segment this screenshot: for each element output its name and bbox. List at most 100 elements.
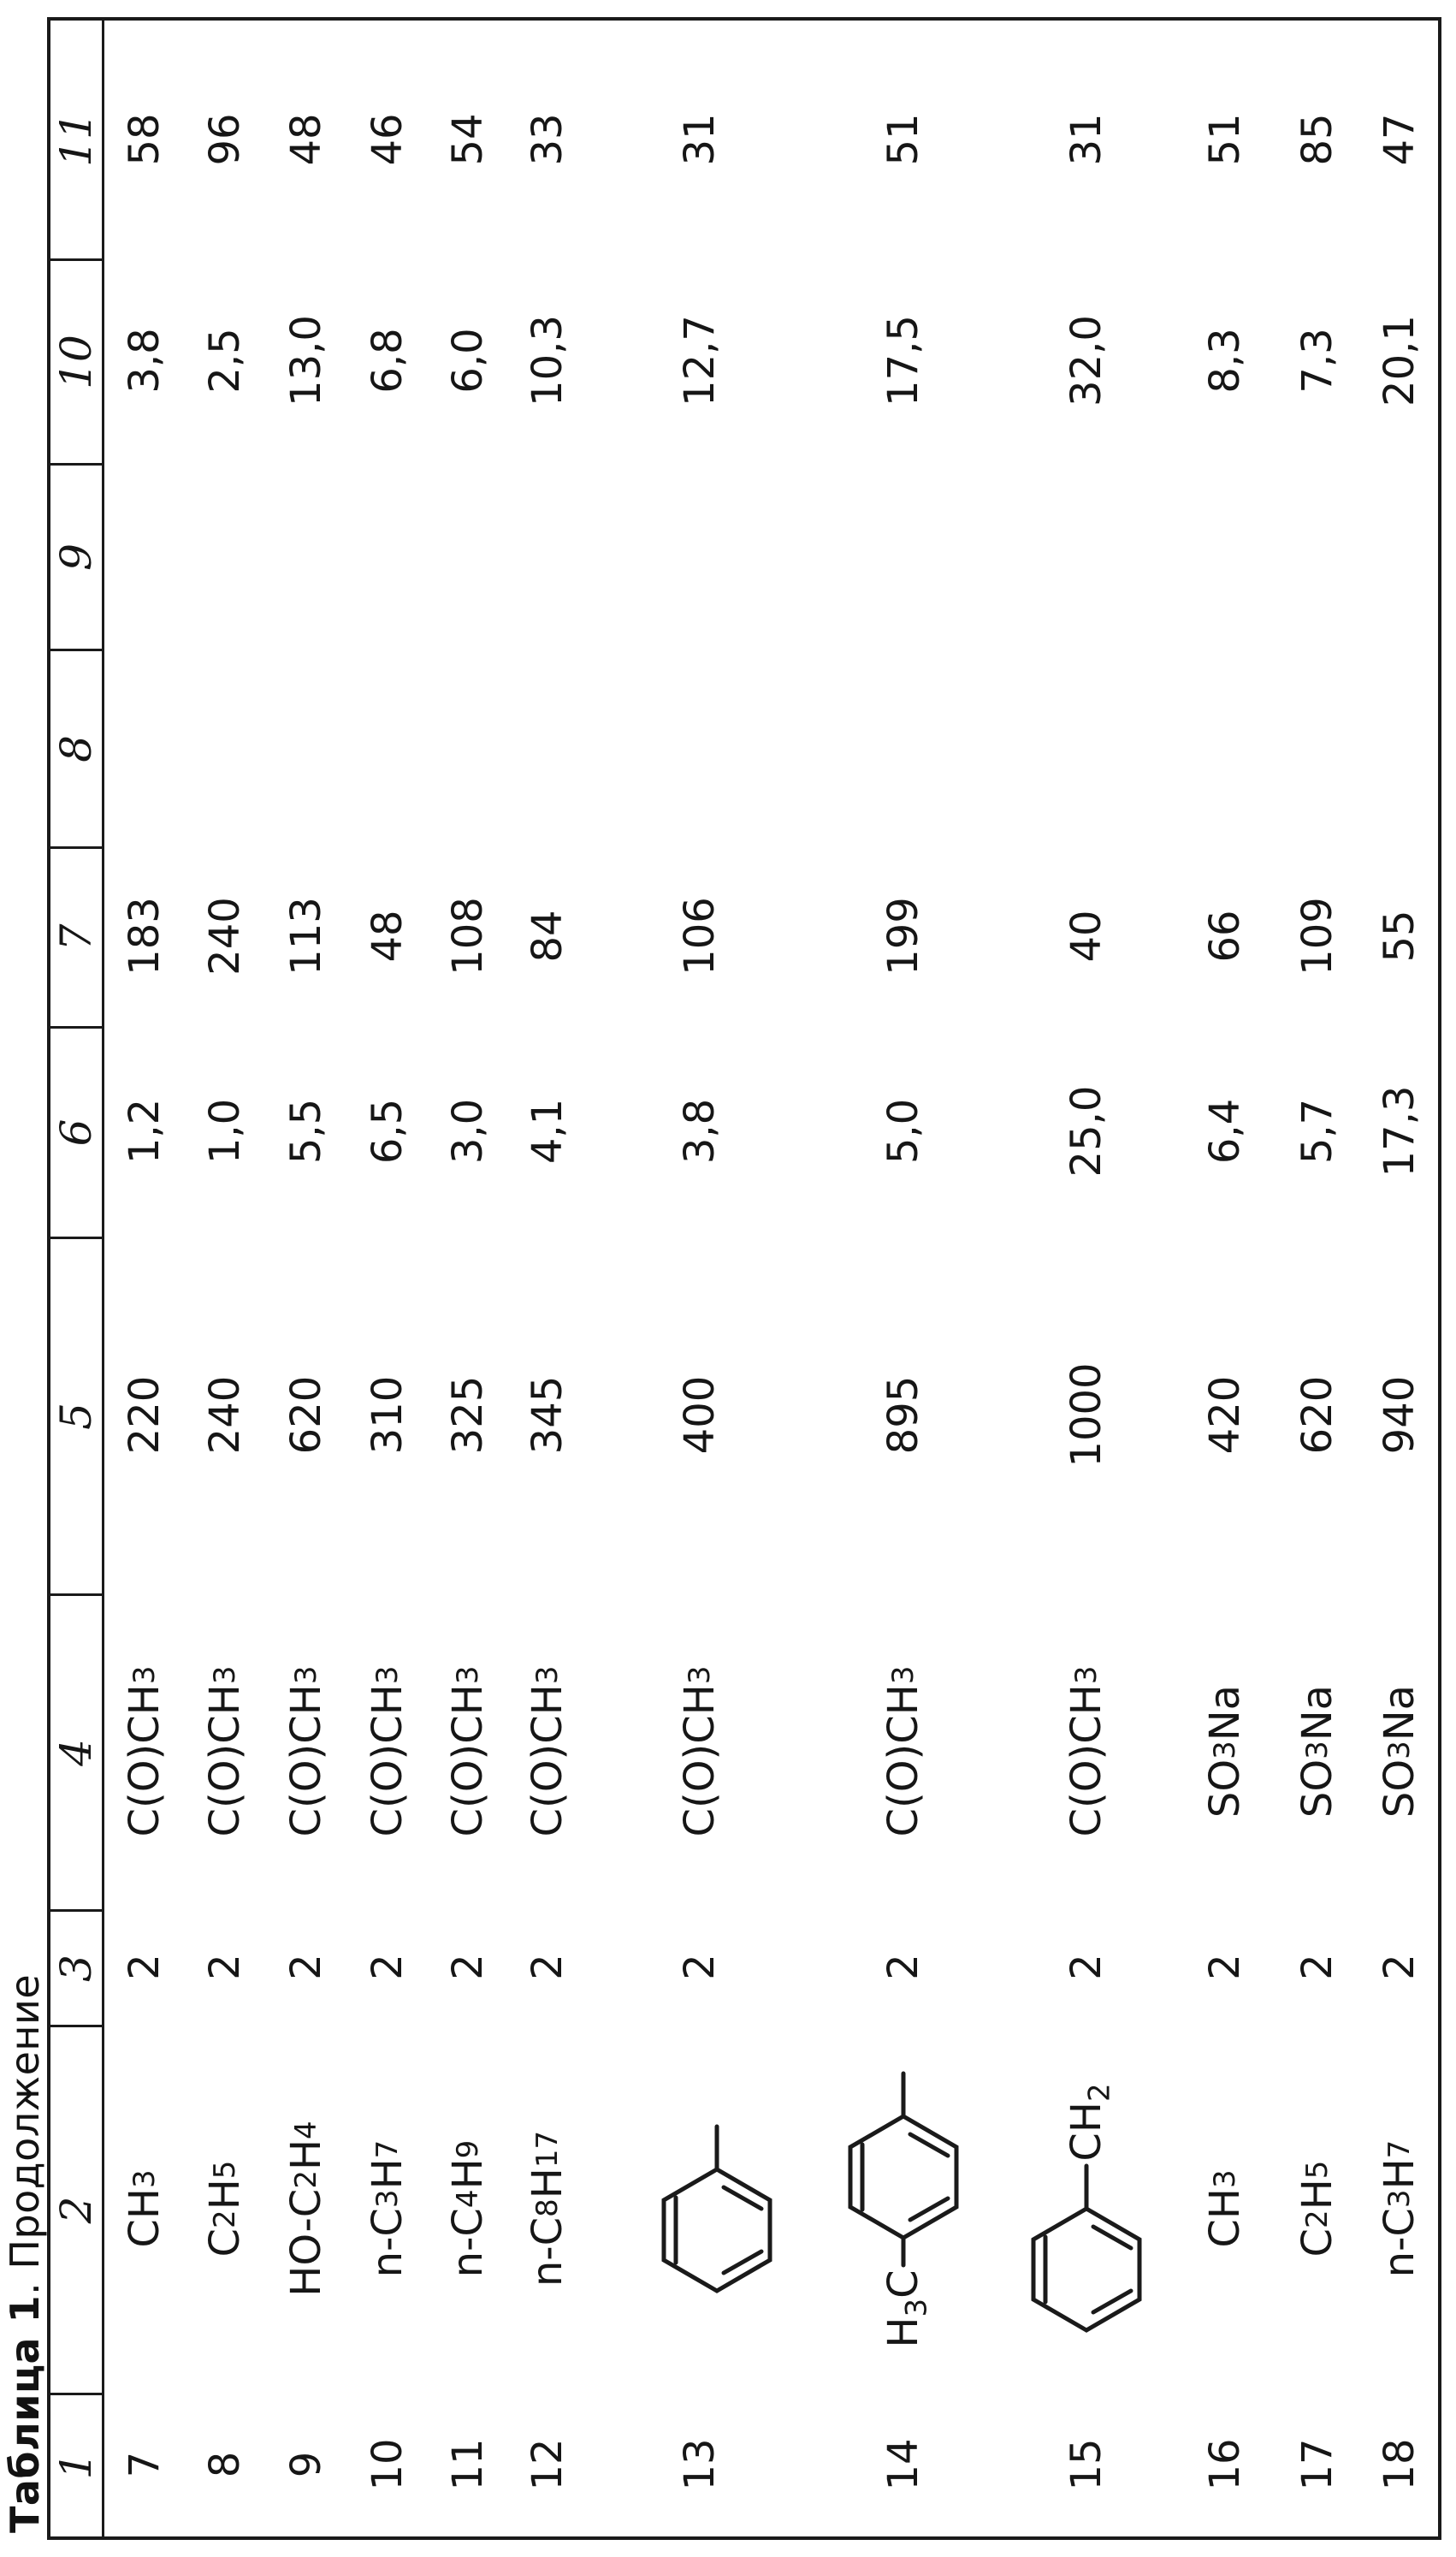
row-number-cell-8: 8 xyxy=(200,2451,249,2478)
cell-structure-r13-c2 xyxy=(605,2025,828,2393)
row-number-cell-17: 17 xyxy=(1293,2438,1341,2491)
row-number-cell-7: 7 xyxy=(120,2451,169,2478)
cell-r10-c11: 46 xyxy=(363,113,411,166)
cell-r18-c4: SO 3 Na xyxy=(1376,1684,1423,1818)
table-caption-continuation: . Продолжение xyxy=(2,1973,48,2295)
cell-r12-c3: 2 xyxy=(524,1954,571,1980)
structure-label: H3C xyxy=(879,2269,934,2348)
cell-r9-c2: HO-C 2 H 4 xyxy=(281,2121,330,2297)
cell-r7-c5: 220 xyxy=(120,1375,169,1455)
row-number-cell-18: 18 xyxy=(1376,2438,1423,2491)
cell-r8-c7: 240 xyxy=(200,897,249,976)
cell-r13-c7: 106 xyxy=(675,897,724,976)
cell-r16-c5: 420 xyxy=(1201,1375,1249,1455)
cell-r18-c11: 47 xyxy=(1376,113,1423,166)
cell-r14-c6: 5,0 xyxy=(879,1098,927,1165)
cell-r14-c10: 17,5 xyxy=(879,315,927,406)
cell-r17-c4: SO 3 Na xyxy=(1293,1684,1341,1818)
cell-r7-c2: CH 3 xyxy=(120,2169,169,2248)
cell-r15-c3: 2 xyxy=(1062,1954,1110,1980)
cell-r7-c7: 183 xyxy=(120,897,169,976)
cell-r7-c11: 58 xyxy=(120,113,169,166)
cell-r15-c9 xyxy=(996,463,1177,649)
cell-r12-c8 xyxy=(507,649,588,846)
cell-r16-c11: 51 xyxy=(1201,113,1249,166)
cell-r9-c10: 13,0 xyxy=(281,315,330,406)
cell-r18-c3: 2 xyxy=(1376,1954,1423,1980)
cell-r13-c8 xyxy=(588,649,811,846)
cell-r8-c8 xyxy=(184,649,265,846)
cell-r11-c8 xyxy=(428,649,507,846)
row-number-cell-10: 10 xyxy=(363,2438,411,2491)
cell-r15-c7: 40 xyxy=(1062,910,1110,963)
cell-r8-c4: C(O)CH 3 xyxy=(200,1665,249,1837)
structure-phenyl xyxy=(660,2122,774,2295)
cell-r18-c6: 17,3 xyxy=(1376,1085,1423,1178)
structure-benzyl: CH2 xyxy=(1029,2083,1144,2334)
cell-r17-c5: 620 xyxy=(1293,1375,1341,1455)
cell-r9-c8 xyxy=(265,649,346,846)
cell-r13-c6: 3,8 xyxy=(675,1098,724,1165)
cell-r11-c11: 54 xyxy=(443,113,492,166)
cell-r17-c10: 7,3 xyxy=(1293,328,1341,394)
column-header-7: 7 xyxy=(50,846,104,1026)
column-header-6: 6 xyxy=(50,1026,104,1237)
cell-r9-c4: C(O)CH 3 xyxy=(281,1665,330,1837)
cell-r18-c9 xyxy=(1361,463,1438,649)
cell-r18-c5: 940 xyxy=(1376,1375,1423,1455)
cell-r8-c6: 1,0 xyxy=(200,1098,249,1165)
cell-r7-c4: C(O)CH 3 xyxy=(120,1665,169,1837)
table-caption: Таблица 1. Продолжение xyxy=(2,1974,48,2533)
column-header-9: 9 xyxy=(50,463,104,649)
cell-r15-c5: 1000 xyxy=(1062,1362,1110,1468)
cell-r9-c7: 113 xyxy=(281,897,330,976)
column-header-4: 4 xyxy=(50,1593,104,1909)
cell-r18-c8 xyxy=(1361,649,1438,846)
cell-r17-c3: 2 xyxy=(1293,1954,1341,1980)
cell-r12-c9 xyxy=(507,463,588,649)
cell-r12-c7: 84 xyxy=(524,910,571,963)
cell-r13-c5: 400 xyxy=(675,1375,724,1455)
row-number-cell-11: 11 xyxy=(443,2438,492,2491)
cell-r14-c11: 51 xyxy=(879,113,927,166)
cell-r11-c7: 108 xyxy=(443,897,492,976)
column-header-2: 2 xyxy=(50,2025,104,2393)
cell-r9-c3: 2 xyxy=(281,1954,330,1980)
cell-r17-c8 xyxy=(1273,649,1361,846)
cell-r8-c11: 96 xyxy=(200,113,249,166)
cell-r16-c7: 66 xyxy=(1201,910,1249,963)
cell-r10-c3: 2 xyxy=(363,1954,411,1980)
benzene-ring-icon xyxy=(661,2124,772,2293)
cell-r12-c5: 345 xyxy=(524,1375,571,1455)
cell-r12-c11: 33 xyxy=(524,113,571,166)
cell-r11-c3: 2 xyxy=(443,1954,492,1980)
cell-r14-c7: 199 xyxy=(879,897,927,976)
column-header-3: 3 xyxy=(50,1909,104,2025)
cell-r12-c10: 10,3 xyxy=(524,315,571,406)
column-header-10: 10 xyxy=(50,258,104,463)
cell-r10-c4: C(O)CH 3 xyxy=(363,1665,411,1837)
cell-r7-c3: 2 xyxy=(120,1954,169,1980)
cell-r7-c10: 3,8 xyxy=(120,328,169,394)
row-number-cell-12: 12 xyxy=(524,2438,571,2491)
cell-r10-c7: 48 xyxy=(363,910,411,963)
table-caption-number: Таблица 1 xyxy=(2,2294,48,2533)
cell-r9-c11: 48 xyxy=(281,113,330,166)
column-header-8: 8 xyxy=(50,649,104,846)
cell-r17-c6: 5,7 xyxy=(1293,1098,1341,1165)
benzene-ring-icon xyxy=(848,2071,959,2268)
cell-r11-c4: C(O)CH 3 xyxy=(443,1665,492,1837)
cell-r13-c11: 31 xyxy=(675,113,724,166)
cell-r17-c7: 109 xyxy=(1293,897,1341,976)
cell-r10-c9 xyxy=(346,463,428,649)
row-number-cell-14: 14 xyxy=(879,2438,927,2491)
cell-r16-c8 xyxy=(1177,649,1273,846)
row-number-cell-16: 16 xyxy=(1201,2438,1249,2491)
cell-r11-c6: 3,0 xyxy=(443,1098,492,1165)
cell-r11-c9 xyxy=(428,463,507,649)
cell-r16-c4: SO 3 Na xyxy=(1201,1684,1249,1818)
cell-r15-c11: 31 xyxy=(1062,113,1110,166)
data-table: 1 2 3 4 5 6 7 8 9 10 11 7 CH 3 2 C(O)CH 3 220 1,2 183 3,8 58 8… xyxy=(47,17,1441,2540)
cell-r15-c8 xyxy=(996,649,1177,846)
